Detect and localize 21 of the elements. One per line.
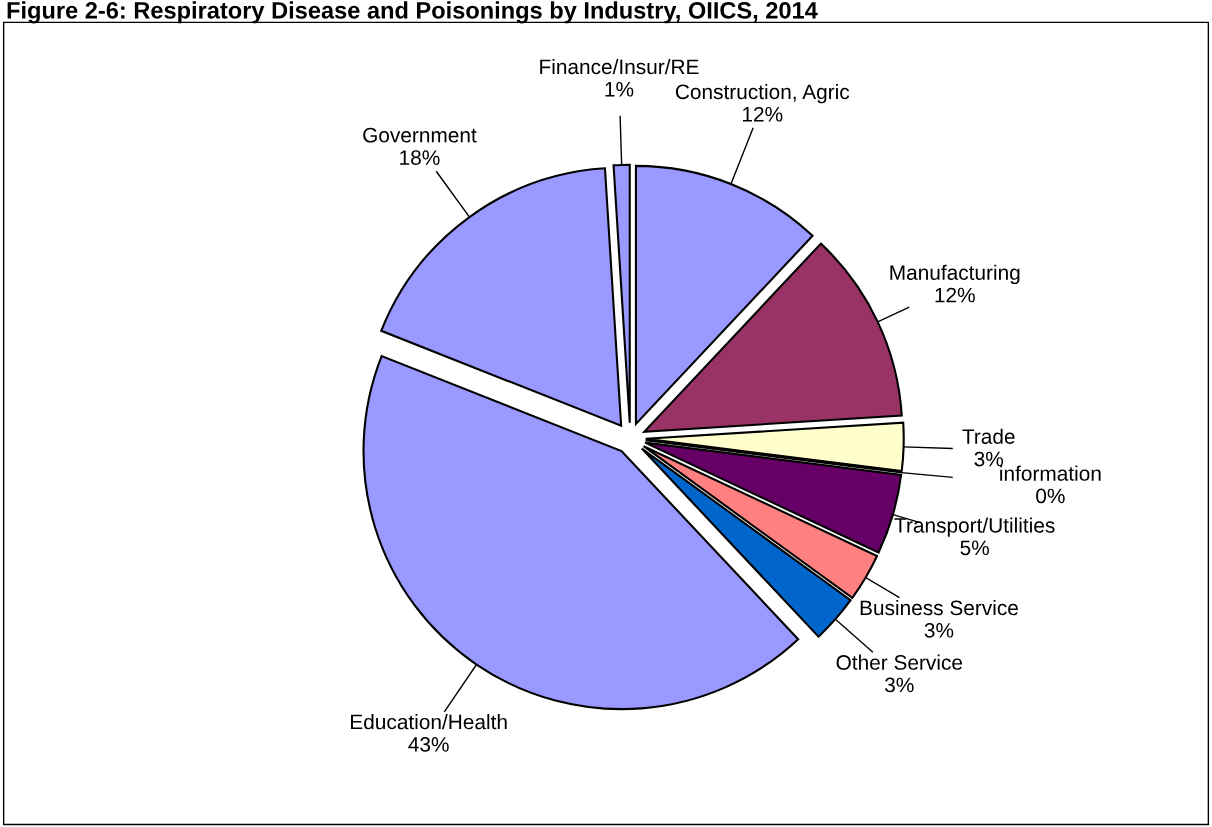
data-label: 12%	[743, 106, 783, 122]
data-label: 3%	[974, 451, 1004, 467]
slice-label: Business Service	[860, 599, 1018, 616]
data-label: 43%	[408, 737, 449, 752]
category-label: information	[1000, 465, 1101, 481]
slice-label: Trade	[962, 428, 1015, 444]
slice-label: Education/Health	[351, 714, 507, 730]
data-label: 1%	[605, 81, 634, 97]
data-label: 18%	[400, 150, 440, 165]
slice-label: Transport/Utilities	[894, 517, 1055, 537]
data-label: 3%	[885, 677, 914, 693]
data-label: 12%	[935, 287, 975, 303]
data-label: 5%	[960, 540, 989, 556]
slice-label: Construction, Agric	[675, 83, 850, 104]
text: 0%	[1036, 488, 1065, 504]
slice-label: Manufacturing	[890, 264, 1020, 285]
data-label: 3%	[924, 622, 954, 638]
slice-label: Government	[363, 127, 477, 143]
slice-label: Other Service	[836, 654, 963, 670]
slice-label: Finance/Insur/RE	[540, 58, 699, 75]
chart-title: Figure 2-6: Respiratory Disease and Poisonings by Industry, OIICS, 2014	[7, 1, 818, 24]
